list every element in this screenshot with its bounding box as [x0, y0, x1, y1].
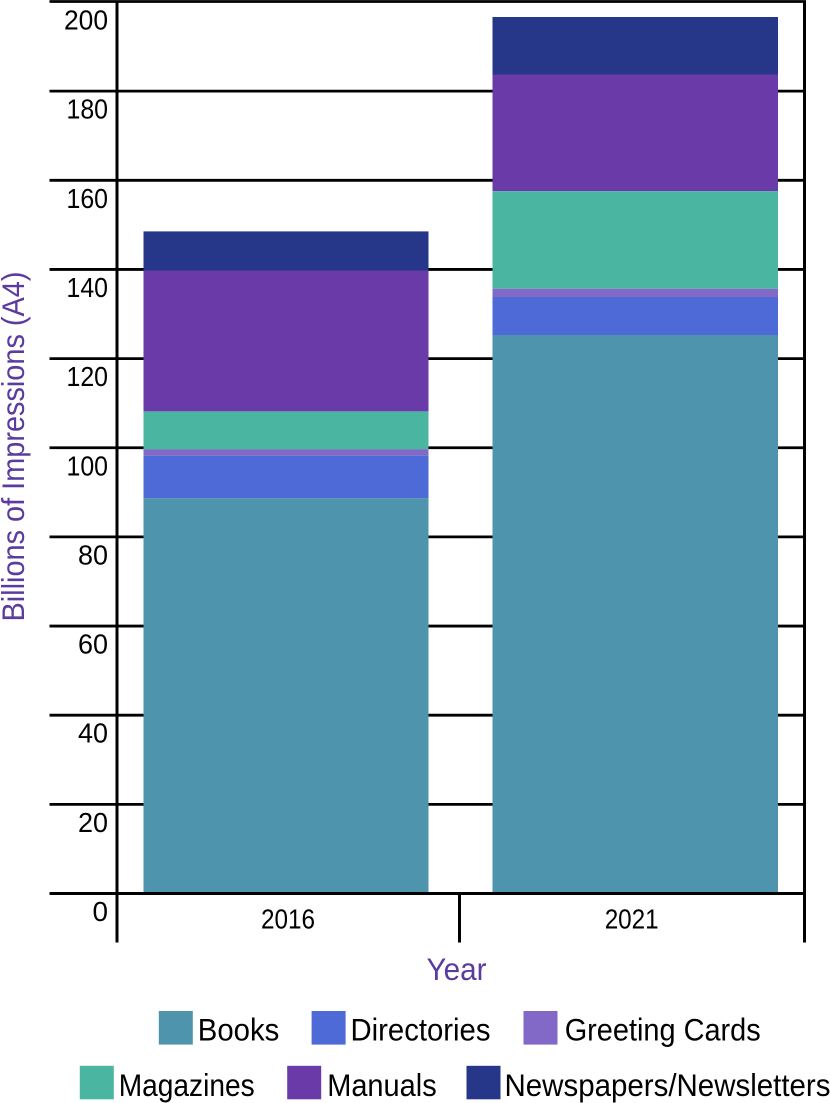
svg-text:60: 60: [78, 629, 108, 660]
svg-text:20: 20: [78, 807, 108, 838]
svg-text:200: 200: [64, 5, 108, 36]
svg-text:Directories: Directories: [351, 1012, 491, 1048]
svg-text:140: 140: [67, 272, 109, 303]
svg-text:Greeting Cards: Greeting Cards: [565, 1012, 761, 1048]
svg-text:2021: 2021: [605, 903, 659, 934]
svg-text:180: 180: [67, 94, 109, 125]
svg-text:Manuals: Manuals: [327, 1067, 437, 1103]
svg-text:40: 40: [78, 718, 108, 749]
svg-text:Newspapers/Newsletters: Newspapers/Newsletters: [505, 1067, 830, 1103]
svg-text:100: 100: [67, 450, 109, 481]
svg-text:120: 120: [67, 361, 109, 392]
svg-text:Magazines: Magazines: [119, 1067, 255, 1103]
svg-text:Billions of Impressions (A4): Billions of Impressions (A4): [0, 272, 31, 622]
svg-text:80: 80: [78, 539, 108, 570]
svg-text:0: 0: [93, 896, 109, 927]
svg-text:160: 160: [67, 183, 109, 214]
svg-text:Year: Year: [427, 951, 487, 987]
svg-text:2016: 2016: [261, 903, 315, 934]
svg-text:Books: Books: [198, 1012, 279, 1048]
